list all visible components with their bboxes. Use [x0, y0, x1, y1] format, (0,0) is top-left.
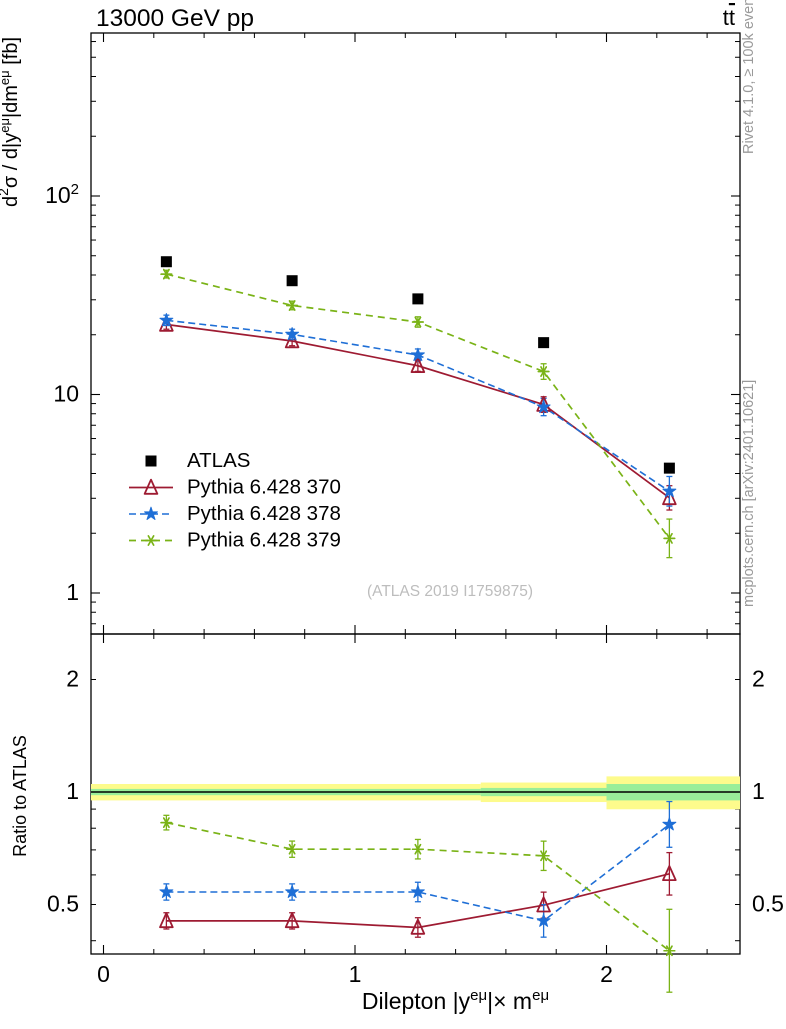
- svg-text:0: 0: [97, 961, 110, 987]
- svg-text:Pythia 6.428 370: Pythia 6.428 370: [187, 476, 341, 499]
- svg-text:(ATLAS 2019 I1759875): (ATLAS 2019 I1759875): [367, 583, 533, 600]
- svg-text:1: 1: [349, 961, 362, 987]
- svg-text:0.5: 0.5: [47, 890, 79, 916]
- svg-text:Dilepton |yeμ|× meμ: Dilepton |yeμ|× meμ: [362, 987, 549, 1014]
- svg-text:Pythia 6.428 378: Pythia 6.428 378: [187, 502, 341, 525]
- svg-text:tt: tt: [723, 5, 735, 30]
- svg-text:10: 10: [53, 381, 79, 407]
- svg-text:2: 2: [66, 666, 79, 692]
- svg-text:Rivet 4.1.0, ≥ 100k events: Rivet 4.1.0, ≥ 100k events: [741, 0, 757, 154]
- svg-text:mcplots.cern.ch [arXiv:2401.10: mcplots.cern.ch [arXiv:2401.10621]: [741, 380, 757, 607]
- svg-text:1: 1: [66, 579, 79, 605]
- svg-text:1: 1: [66, 778, 79, 804]
- svg-text:0.5: 0.5: [752, 890, 784, 916]
- svg-text:Pythia 6.428 379: Pythia 6.428 379: [187, 529, 341, 552]
- svg-text:ATLAS: ATLAS: [187, 449, 250, 472]
- svg-text:1: 1: [752, 778, 765, 804]
- svg-text:Ratio to ATLAS: Ratio to ATLAS: [10, 735, 30, 857]
- svg-text:13000 GeV pp: 13000 GeV pp: [96, 5, 254, 32]
- svg-text:2: 2: [752, 666, 765, 692]
- svg-text:2: 2: [600, 961, 613, 987]
